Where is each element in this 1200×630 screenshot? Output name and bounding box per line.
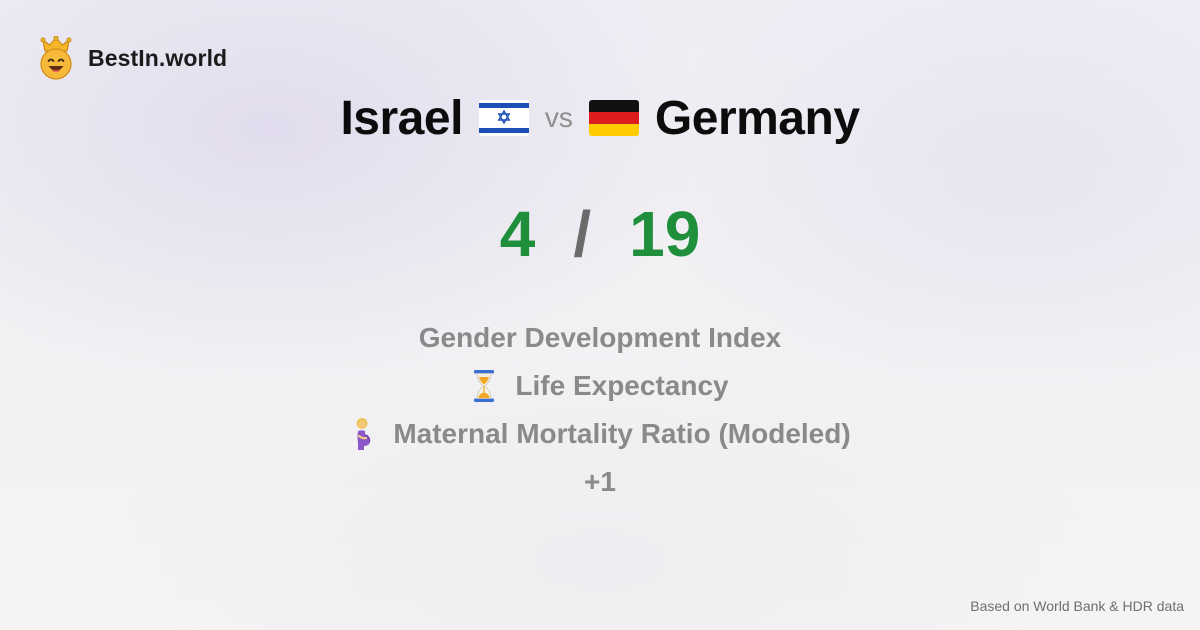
- brand-name: BestIn.world: [88, 44, 228, 71]
- country-a-name[interactable]: Israel: [340, 91, 463, 145]
- more-metrics-count[interactable]: +1: [584, 466, 616, 497]
- vs-label: vs: [544, 102, 573, 133]
- metrics-list: Gender Development Index Life Expectancy…: [0, 314, 1200, 506]
- pregnant-woman-icon: [356, 418, 371, 450]
- score-separator: /: [573, 198, 592, 270]
- metric-label: Gender Development Index: [418, 322, 782, 353]
- metric-item[interactable]: Life Expectancy: [471, 362, 729, 410]
- country-b-name[interactable]: Germany: [654, 91, 860, 145]
- hourglass-icon: [474, 370, 495, 402]
- israel-flag-icon: [478, 100, 529, 136]
- crown-smiley-icon: [40, 36, 72, 80]
- comparison-title: Israel vs Germany: [0, 88, 1200, 148]
- score-a: 4: [499, 198, 536, 270]
- score-b: 19: [629, 198, 701, 270]
- metric-label: Life Expectancy: [515, 370, 729, 401]
- score: 4 / 19: [0, 196, 1200, 272]
- germany-flag-icon: [588, 100, 639, 136]
- metric-item[interactable]: Maternal Mortality Ratio (Modeled): [349, 410, 851, 458]
- metric-label: Maternal Mortality Ratio (Modeled): [393, 418, 851, 449]
- metric-item[interactable]: Gender Development Index: [419, 314, 782, 362]
- brand[interactable]: BestIn.world: [38, 36, 227, 80]
- data-source-note: Based on World Bank & HDR data: [970, 598, 1184, 614]
